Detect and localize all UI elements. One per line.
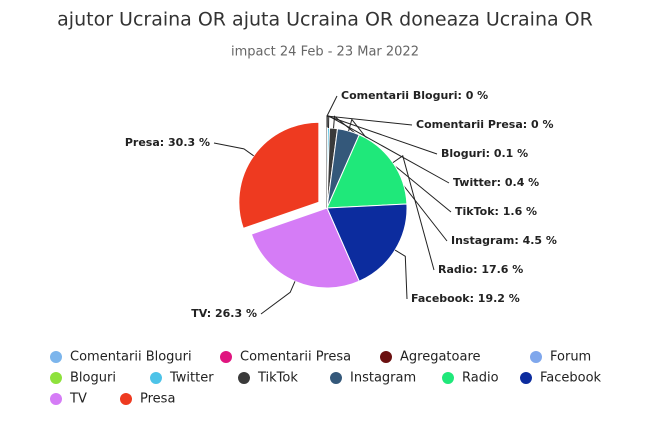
legend-marker [520,372,532,384]
legend-marker [50,393,62,405]
legend-label: TikTok [257,371,298,386]
legend-marker [530,351,542,363]
legend-marker [380,351,392,363]
chart-title: ajutor Ucraina OR ajuta Ucraina OR donea… [57,9,593,31]
label-connector [213,142,254,157]
data-label: Comentarii Bloguri: 0 % [341,89,488,102]
legend-marker [150,372,162,384]
data-label: Instagram: 4.5 % [451,234,557,247]
legend-marker [120,393,132,405]
data-label: Facebook: 19.2 % [411,292,520,305]
pie-slice [326,203,408,282]
data-label: TikTok: 1.6 % [455,205,537,218]
legend-label: Forum [550,350,591,365]
legend-label: Agregatoare [400,350,481,365]
legend-marker [50,372,62,384]
data-label: Comentarii Presa: 0 % [416,118,554,131]
label-connector [392,154,435,271]
data-label: Presa: 30.3 % [125,136,210,149]
label-connector [333,115,452,213]
label-connector [394,249,408,300]
legend-marker [442,372,454,384]
legend-label: Twitter [169,371,214,386]
data-label: TV: 26.3 % [191,307,257,320]
pie-slice [250,207,360,289]
legend-marker [238,372,250,384]
data-label: Bloguri: 0.1 % [441,147,528,160]
data-label: Twitter: 0.4 % [453,176,539,189]
legend-label: Bloguri [70,371,116,386]
legend-label: TV [69,392,87,407]
legend-label: Facebook [540,371,602,386]
legend-marker [220,351,232,363]
legend-marker [330,372,342,384]
legend-label: Presa [140,392,175,407]
data-label: Radio: 17.6 % [438,263,523,276]
legend-label: Radio [462,371,499,386]
label-connector [328,115,450,184]
label-connector [260,281,296,315]
pie-slice [238,121,320,229]
legend-label: Comentarii Presa [240,350,351,365]
legend-label: Instagram [350,371,416,386]
legend-label: Comentarii Bloguri [70,350,192,365]
chart-subtitle: impact 24 Feb - 23 Mar 2022 [231,45,419,60]
label-connector [326,115,438,155]
legend-marker [50,351,62,363]
